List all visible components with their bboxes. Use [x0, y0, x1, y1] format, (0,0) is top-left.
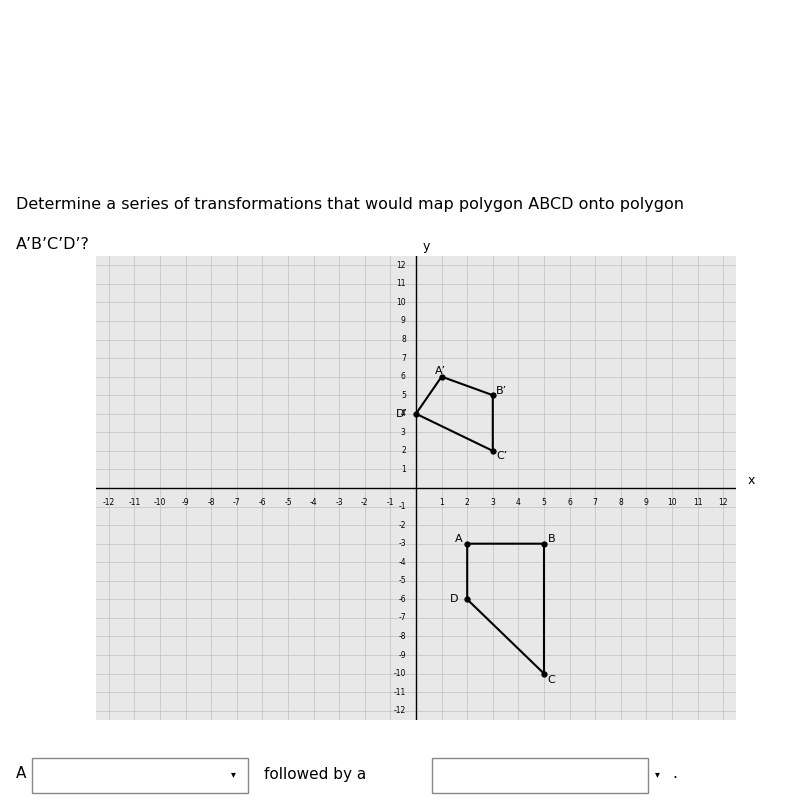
Text: -2: -2: [361, 498, 369, 507]
Text: 12: 12: [718, 498, 728, 507]
Text: -12: -12: [102, 498, 115, 507]
Text: -11: -11: [128, 498, 141, 507]
Text: 3: 3: [401, 428, 406, 437]
Text: -4: -4: [398, 558, 406, 566]
Text: 4: 4: [401, 410, 406, 418]
Text: 7: 7: [401, 354, 406, 362]
Text: 2: 2: [465, 498, 470, 507]
Text: 1: 1: [439, 498, 444, 507]
Text: -1: -1: [398, 502, 406, 511]
Text: 10: 10: [667, 498, 677, 507]
Text: -7: -7: [398, 614, 406, 622]
Text: 10: 10: [396, 298, 406, 307]
Text: -5: -5: [284, 498, 292, 507]
Text: Determine a series of transformations that would map polygon ABCD onto polygon: Determine a series of transformations th…: [16, 197, 684, 212]
Text: -5: -5: [398, 576, 406, 586]
Text: -12: -12: [394, 706, 406, 715]
Text: -3: -3: [335, 498, 343, 507]
Text: 6: 6: [567, 498, 572, 507]
Text: -8: -8: [398, 632, 406, 641]
Text: -2: -2: [398, 521, 406, 530]
Text: 6: 6: [401, 372, 406, 381]
Text: 8: 8: [618, 498, 623, 507]
Text: D’: D’: [396, 409, 408, 418]
Text: 9: 9: [401, 317, 406, 326]
Text: 9: 9: [644, 498, 649, 507]
Text: 11: 11: [396, 279, 406, 288]
Text: -8: -8: [207, 498, 215, 507]
Text: -9: -9: [398, 650, 406, 659]
Text: -3: -3: [398, 539, 406, 548]
Text: -10: -10: [394, 669, 406, 678]
Text: A: A: [16, 766, 26, 782]
Text: 3: 3: [490, 498, 495, 507]
Text: 5: 5: [542, 498, 546, 507]
Text: 5: 5: [401, 390, 406, 400]
Text: .: .: [672, 766, 677, 782]
Text: ▾: ▾: [655, 769, 660, 779]
Text: 4: 4: [516, 498, 521, 507]
Text: A: A: [454, 534, 462, 544]
Text: -6: -6: [258, 498, 266, 507]
Text: -7: -7: [233, 498, 241, 507]
Text: 7: 7: [593, 498, 598, 507]
Text: -10: -10: [154, 498, 166, 507]
Text: 11: 11: [693, 498, 702, 507]
FancyBboxPatch shape: [32, 758, 248, 793]
Text: A’: A’: [434, 366, 446, 376]
Text: -4: -4: [310, 498, 318, 507]
Text: B: B: [548, 534, 555, 544]
Text: -11: -11: [394, 688, 406, 697]
Text: -6: -6: [398, 595, 406, 604]
Text: -9: -9: [182, 498, 190, 507]
Text: 8: 8: [401, 335, 406, 344]
Text: C: C: [548, 675, 555, 685]
Text: y: y: [422, 240, 430, 254]
Text: D: D: [450, 594, 458, 604]
FancyBboxPatch shape: [432, 758, 648, 793]
Text: ▾: ▾: [231, 769, 236, 779]
Text: 12: 12: [396, 261, 406, 270]
Text: C’: C’: [496, 451, 507, 462]
Text: x: x: [748, 474, 755, 487]
Text: 1: 1: [401, 465, 406, 474]
Text: A’B’C’D’?: A’B’C’D’?: [16, 237, 90, 252]
Text: 2: 2: [401, 446, 406, 455]
Text: followed by a: followed by a: [264, 766, 366, 782]
Text: -1: -1: [386, 498, 394, 507]
Text: B’: B’: [496, 386, 507, 395]
